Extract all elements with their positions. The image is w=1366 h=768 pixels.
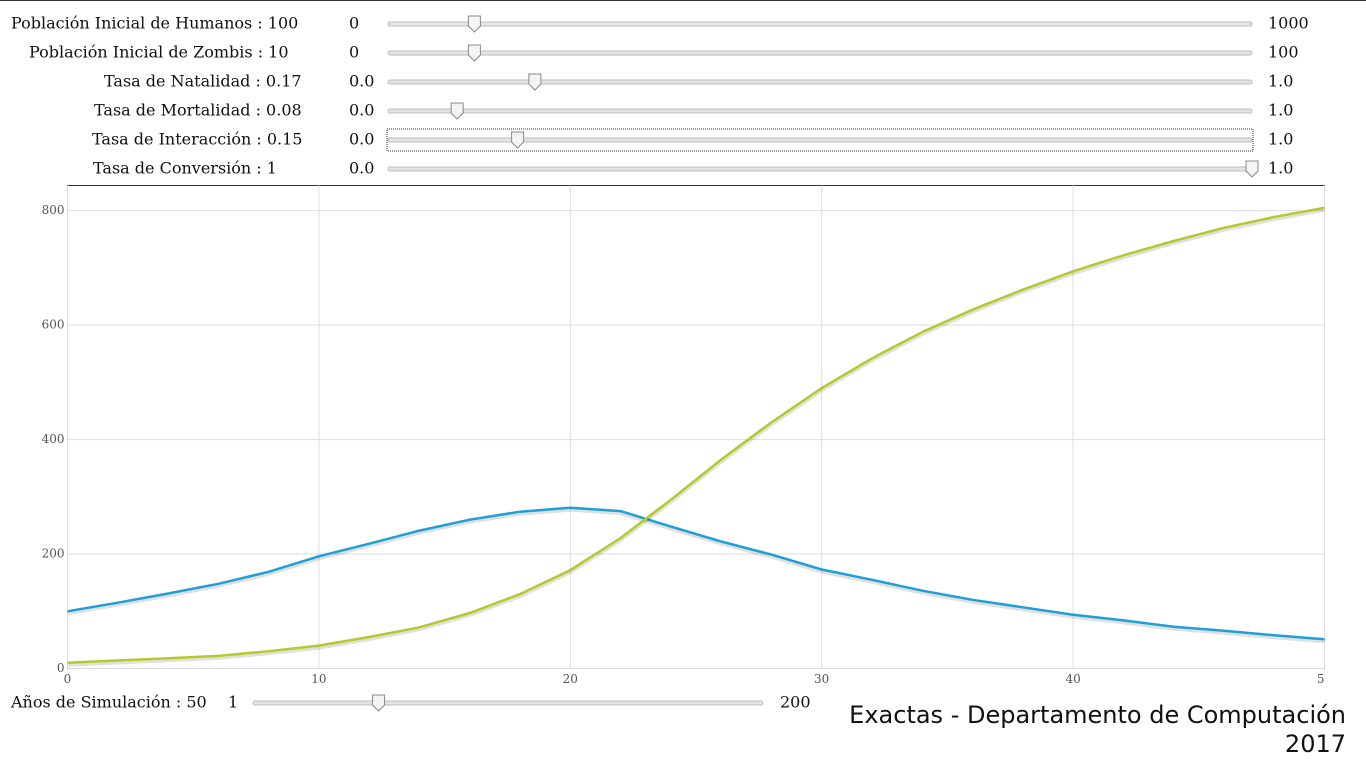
slider-thumb[interactable]	[528, 73, 542, 91]
x-tick-label: 0	[64, 672, 72, 686]
slider-min: 0.0	[349, 130, 374, 149]
slider-thumb[interactable]	[450, 102, 464, 120]
slider-min: 0.0	[349, 72, 374, 91]
shadow	[67, 207, 1325, 667]
slider-label: Población Inicial de Zombis : 10	[29, 43, 289, 62]
y-tick-label: 400	[42, 432, 65, 446]
y-tick-label: 200	[42, 547, 65, 561]
y-tick-label: 600	[42, 318, 65, 332]
x-tick-label: 5	[1317, 672, 1325, 686]
focus-ring	[386, 128, 1254, 152]
slider-min: 0.0	[349, 159, 374, 178]
slider-label: Población Inicial de Humanos : 100	[11, 14, 298, 33]
slider-max: 1.0	[1268, 159, 1293, 178]
slider-thumb[interactable]	[372, 694, 386, 712]
slider-max: 200	[780, 693, 811, 712]
slider-track[interactable]	[387, 108, 1253, 114]
slider-track[interactable]	[387, 166, 1253, 172]
slider-label: Tasa de Natalidad : 0.17	[104, 72, 302, 91]
slider-track[interactable]	[387, 79, 1253, 85]
slider-max: 1.0	[1268, 130, 1293, 149]
slider-thumb[interactable]	[511, 131, 525, 149]
series-line	[67, 206, 1325, 665]
slider-label: Tasa de Mortalidad : 0.08	[94, 101, 302, 120]
slider-max: 1.0	[1268, 72, 1293, 91]
x-tick-label: 40	[1065, 672, 1080, 686]
slider-track[interactable]	[387, 50, 1253, 56]
x-tick-label: 30	[814, 672, 829, 686]
y-tick-label: 0	[57, 661, 65, 675]
slider-track[interactable]	[387, 21, 1253, 27]
footer-year: 2017	[1285, 730, 1346, 758]
series-line	[67, 506, 1325, 641]
slider-min: 0	[349, 43, 359, 62]
slider-label: Tasa de Conversión : 1	[93, 159, 277, 178]
plot-frame	[67, 185, 1325, 669]
x-tick-label: 10	[311, 672, 326, 686]
slider-track[interactable]	[387, 137, 1253, 143]
slider-max: 100	[1268, 43, 1299, 62]
slider-max: 1.0	[1268, 101, 1293, 120]
slider-thumb[interactable]	[467, 44, 481, 62]
slider-max: 1000	[1268, 14, 1309, 33]
slider-thumb[interactable]	[1245, 160, 1259, 178]
shadow	[67, 507, 1325, 644]
slider-label: Años de Simulación : 50	[10, 693, 207, 712]
y-tick-label: 800	[42, 203, 65, 217]
slider-label: Tasa de Interacción : 0.15	[92, 130, 302, 149]
slider-min: 0	[349, 14, 359, 33]
x-tick-label: 20	[563, 672, 578, 686]
slider-min: 0.0	[349, 101, 374, 120]
slider-thumb[interactable]	[467, 15, 481, 33]
footer-line: Exactas - Departamento de Computación	[849, 701, 1346, 729]
slider-track[interactable]	[252, 700, 764, 706]
slider-min: 1	[228, 693, 238, 712]
